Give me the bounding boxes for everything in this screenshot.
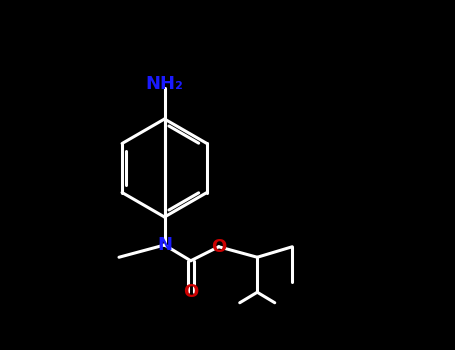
Text: NH₂: NH₂ — [146, 75, 183, 93]
Text: O: O — [211, 238, 227, 256]
Text: O: O — [183, 283, 198, 301]
Text: N: N — [157, 236, 172, 254]
